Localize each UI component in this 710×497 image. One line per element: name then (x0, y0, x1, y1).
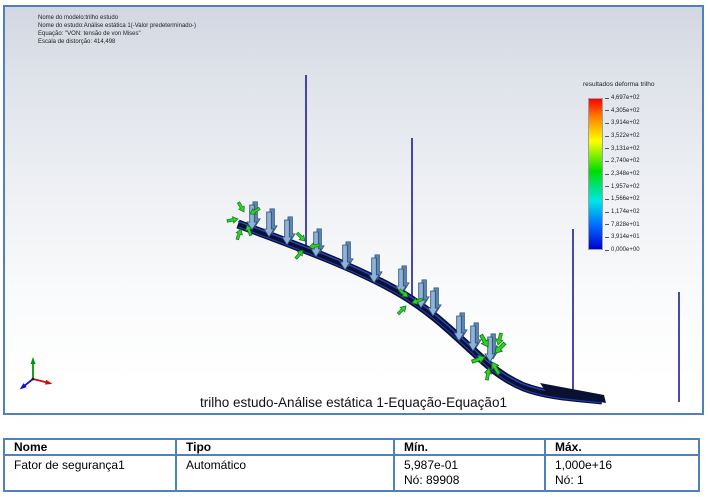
legend-value: 4,697e+02 (605, 95, 640, 102)
stress-legend: resultados deforma trilho 4,697e+02 4,30… (583, 81, 699, 267)
load-arrow-icon (415, 279, 430, 309)
info-line-model: Nome do modelo:trilho estudo (38, 15, 119, 21)
min-node: Nó: 89908 (404, 473, 460, 487)
column-header-min: Mín. (395, 440, 546, 456)
info-line-equation: Equação: "VON: tensão de von Mises" (38, 31, 141, 37)
cell-nome: Fator de segurança1 (5, 456, 177, 490)
legend-value: 1,174e+02 (605, 209, 640, 216)
load-arrow-icon (427, 287, 442, 317)
max-node: Nó: 1 (555, 473, 584, 487)
legend-value: 2,740e+02 (605, 158, 640, 165)
legend-value: 3,131e+02 (605, 145, 640, 152)
plot-caption: trilho estudo-Análise estática 1-Equação… (200, 395, 507, 410)
legend-value: 3,522e+02 (605, 133, 640, 140)
load-arrow-icon (263, 208, 278, 238)
legend-value: 3,914e+01 (605, 234, 640, 241)
legend-title: resultados deforma trilho (583, 81, 655, 88)
legend-value: 7,828e+01 (605, 221, 640, 228)
model-scene (19, 75, 680, 405)
legend-value: 1,566e+02 (605, 196, 640, 203)
legend-value: 2,348e+02 (605, 171, 640, 178)
results-table: Nome Tipo Mín. Máx. Fator de segurança1 … (3, 438, 700, 492)
legend-value: 4,305e+02 (605, 107, 640, 114)
cell-tipo: Automático (177, 456, 395, 490)
legend-value: 3,914e+02 (605, 120, 640, 127)
info-line-study: Nome do estudo:Análise estática 1(-Valor… (38, 23, 196, 29)
rail-model (236, 219, 606, 405)
legend-value: 0,000e+00 (605, 247, 640, 254)
min-value: 5,987e-01 (404, 458, 459, 472)
max-value: 1,000e+16 (555, 458, 613, 472)
orientation-triad-icon (19, 357, 53, 390)
load-arrow-icon (453, 312, 468, 342)
column-header-nome: Nome (5, 440, 177, 456)
load-arrow-icon (246, 201, 261, 231)
legend-value: 1,957e+02 (605, 183, 640, 190)
info-line-scale: Escala de distorção: 414,498 (38, 39, 116, 45)
reference-lines (305, 75, 680, 402)
load-arrow-icon (467, 322, 482, 352)
model-info-block: Nome do modelo:trilho estudo Nome do est… (38, 14, 196, 46)
legend-color-bar (588, 98, 603, 250)
column-header-tipo: Tipo (177, 440, 395, 456)
cell-min: 5,987e-01 Nó: 89908 (395, 456, 546, 490)
model-viewport[interactable]: Nome do modelo:trilho estudo Nome do est… (3, 5, 704, 415)
cell-max: 1,000e+16 Nó: 1 (546, 456, 698, 490)
load-arrow-icon (395, 265, 410, 295)
column-header-max: Máx. (546, 440, 698, 456)
